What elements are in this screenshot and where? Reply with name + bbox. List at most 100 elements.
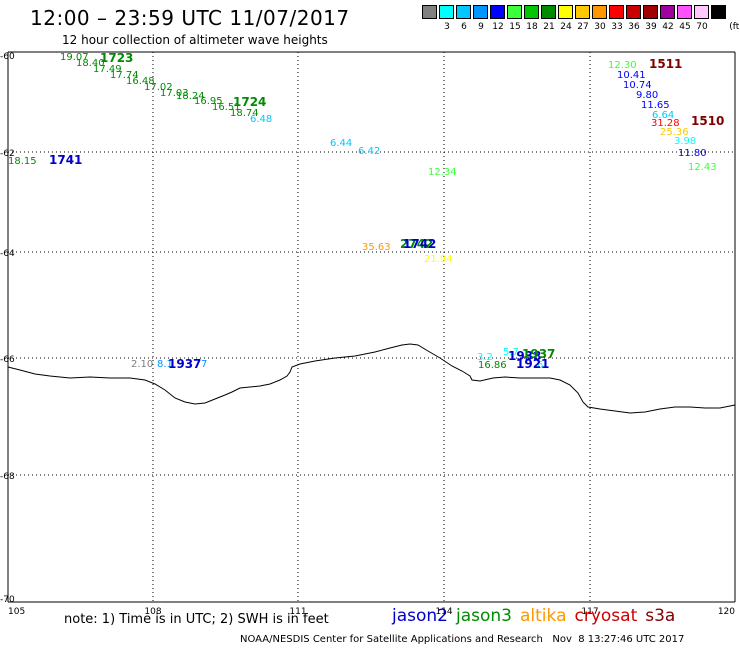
page-subtitle: 12 hour collection of altimeter wave hei… [62,33,328,47]
wave-height-label: 6.44 [330,138,352,149]
wave-height-label: 12.34 [428,167,457,178]
satellite-name: altika [520,606,567,626]
legend-label: 30 [594,22,606,32]
longitude-label: 105 [8,607,25,617]
legend-label: 3 [444,22,450,32]
wave-height-label: 9.80 [636,90,658,101]
legend-swatch [490,5,505,19]
legend-swatch [677,5,692,19]
legend-swatch [473,5,488,19]
satellite-pass-label: 1511 [649,57,682,71]
legend-swatch [507,5,522,19]
wave-height-label: 35.63 [362,242,391,253]
satellite-pass-label: 1921 [516,357,549,371]
legend-swatch [609,5,624,19]
legend-swatch [643,5,658,19]
wave-height-label: 6.48 [250,114,272,125]
latitude-label: -70 [0,595,15,605]
satellite-name: cryosat [574,606,638,626]
legend-label: 36 [628,22,640,32]
legend-swatch [711,5,726,19]
legend-swatch [456,5,471,19]
satellite-pass-label: 1938 [508,349,541,363]
wave-height-label: 3.2 [477,352,493,363]
legend-label: 33 [611,22,623,32]
legend-label: 70 [696,22,708,32]
wave-height-label: 10.74 [623,80,652,91]
wave-height-label: 6.42 [358,146,380,157]
legend-label: 21 [543,22,555,32]
wave-height-label: 18.74 [230,108,259,119]
antarctic-coastline [7,343,736,414]
wave-height-label: 12.43 [688,162,717,173]
note-text: note: 1) Time is in UTC; 2) SWH is in fe… [64,612,329,627]
satellite-name: jason3 [456,606,512,626]
footer-credit: NOAA/NESDIS Center for Satellite Applica… [240,634,685,645]
legend-label: 27 [577,22,589,32]
satellite-pass-label: 1741 [49,153,82,167]
legend-swatch [660,5,675,19]
wave-height-label: 11.80 [678,148,707,159]
wave-height-label: 21.94 [424,254,453,265]
legend-label: 15 [509,22,521,32]
longitude-label: 120 [718,607,735,617]
satellite-name: s3a [645,606,676,626]
legend-label: 39 [645,22,657,32]
satellite-legend: jason2 jason3 altika cryosat s3a [392,606,683,626]
satellite-pass-label: 1724 [233,95,266,109]
latitude-label: -64 [0,249,15,259]
legend-label: 18 [526,22,538,32]
legend-swatch [592,5,607,19]
legend-swatch [524,5,539,19]
latitude-label: -62 [0,149,15,159]
latitude-label: -68 [0,472,15,482]
legend-label: 9 [478,22,484,32]
legend-label: 6 [461,22,467,32]
legend-swatch [626,5,641,19]
wave-height-label: 16.95 [194,96,223,107]
satellite-pass-labels: 1723172417412742174219371938193719211511… [49,51,724,371]
satellite-pass-label: 2742 [400,237,433,251]
wave-height-label: 16.51 [212,102,241,113]
wave-height-label: 6.64 [652,110,674,121]
legend-swatch [422,5,437,19]
wave-height-label: 6 [537,360,543,371]
latitude-label: -60 [0,52,15,62]
wave-height-label: 16.48 [126,76,155,87]
wave-height-label: 12.30 [608,60,637,71]
wave-height-label: 5.7 [503,347,519,358]
wave-height-label: 25.36 [660,127,689,138]
wave-height-label: 10.41 [617,70,646,81]
page-title: 12:00 – 23:59 UTC 11/07/2017 [30,6,350,30]
latitude-label: -66 [0,355,15,365]
legend-label: 45 [679,22,691,32]
wave-height-label: 2.10 [131,359,153,370]
longitude-label: 114 [435,607,452,617]
wave-height-label: 3.98 [674,136,696,147]
wave-height-label: 17.02 [144,82,173,93]
legend-label: 24 [560,22,572,32]
satellite-pass-label: 1937 [168,357,201,371]
wave-height-points: 19.0718.4017.4917.7416.4817.0217.0318.24… [8,52,717,371]
wave-height-label: 19.07 [60,52,89,63]
wave-height-label: 11.65 [641,100,670,111]
satellite-pass-label: 1510 [691,114,724,128]
legend-swatch [575,5,590,19]
legend-label: 12 [492,22,504,32]
satellite-pass-label: 1742 [403,237,436,251]
wave-height-label: 8.1 [157,359,173,370]
wave-height-label: 18.24 [176,91,205,102]
wave-height-label: 18.15 [8,156,37,167]
longitude-label: 117 [581,607,598,617]
wave-height-label: 17.49 [93,64,122,75]
legend-swatch [558,5,573,19]
wave-height-label: 17.03 [160,88,189,99]
wave-height-label: 18.40 [76,58,105,69]
wave-height-label: 17.74 [110,70,139,81]
wave-height-label: 7 [201,359,207,370]
legend-swatch [439,5,454,19]
wave-height-label: 31.28 [651,118,680,129]
legend-swatch [541,5,556,19]
legend-unit: (ft) [729,22,740,32]
